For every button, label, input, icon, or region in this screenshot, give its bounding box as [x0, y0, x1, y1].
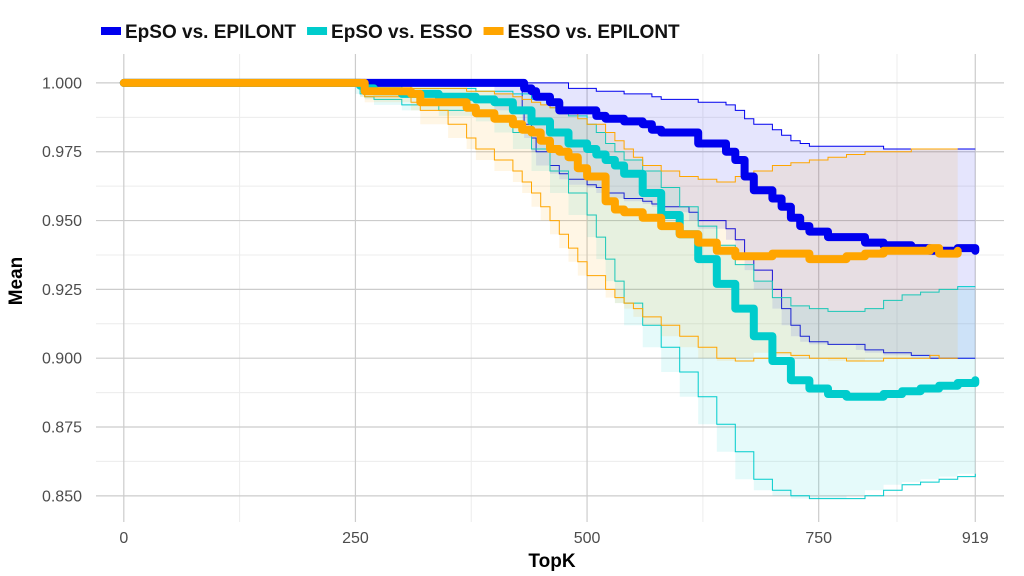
upper-bound-line-2 [123, 82, 958, 183]
legend-label-2: ESSO vs. EPILONT [508, 22, 680, 43]
confidence-band-1 [123, 82, 976, 499]
legend-label-0: EpSO vs. EPILONT [125, 22, 296, 43]
minor-gridlines [96, 54, 1004, 522]
confidence-bands [123, 82, 976, 500]
legend: EpSO vs. EPILONT EpSO vs. ESSO ESSO vs. EP… [101, 22, 680, 43]
x-tick-label: 919 [962, 530, 989, 547]
confidence-band-2 [123, 82, 958, 362]
series-line-1 [119, 78, 980, 401]
upper-bound-line-1 [123, 82, 976, 312]
x-tick-labels: 0 250 500 750 919 [119, 530, 988, 547]
y-tick-label: 0.875 [42, 420, 82, 437]
legend-label-1: EpSO vs. ESSO [331, 22, 473, 43]
y-tick-label: 0.900 [42, 351, 82, 368]
x-tick-label: 750 [805, 530, 832, 547]
x-axis-title: TopK [528, 551, 575, 572]
upper-bound-line-0 [123, 82, 976, 150]
series-line-0 [119, 78, 980, 255]
y-tick-label: 0.975 [42, 144, 82, 161]
confidence-band-0 [123, 82, 976, 359]
y-tick-labels: 0.850 0.875 0.900 0.925 0.950 0.975 1.000 [42, 75, 82, 505]
x-tick-label: 0 [119, 530, 128, 547]
y-tick-label: 0.950 [42, 213, 82, 230]
y-axis-title: Mean [6, 257, 27, 306]
y-tick-label: 1.000 [42, 75, 82, 92]
lower-bound-line-0 [123, 82, 976, 359]
x-tick-label: 250 [342, 530, 369, 547]
series-line-2 [119, 78, 962, 264]
x-tick-label: 500 [574, 530, 601, 547]
series-lines [119, 78, 980, 401]
y-tick-label: 0.925 [42, 282, 82, 299]
y-tick-label: 0.850 [42, 488, 82, 505]
lower-bound-line-2 [123, 82, 958, 362]
